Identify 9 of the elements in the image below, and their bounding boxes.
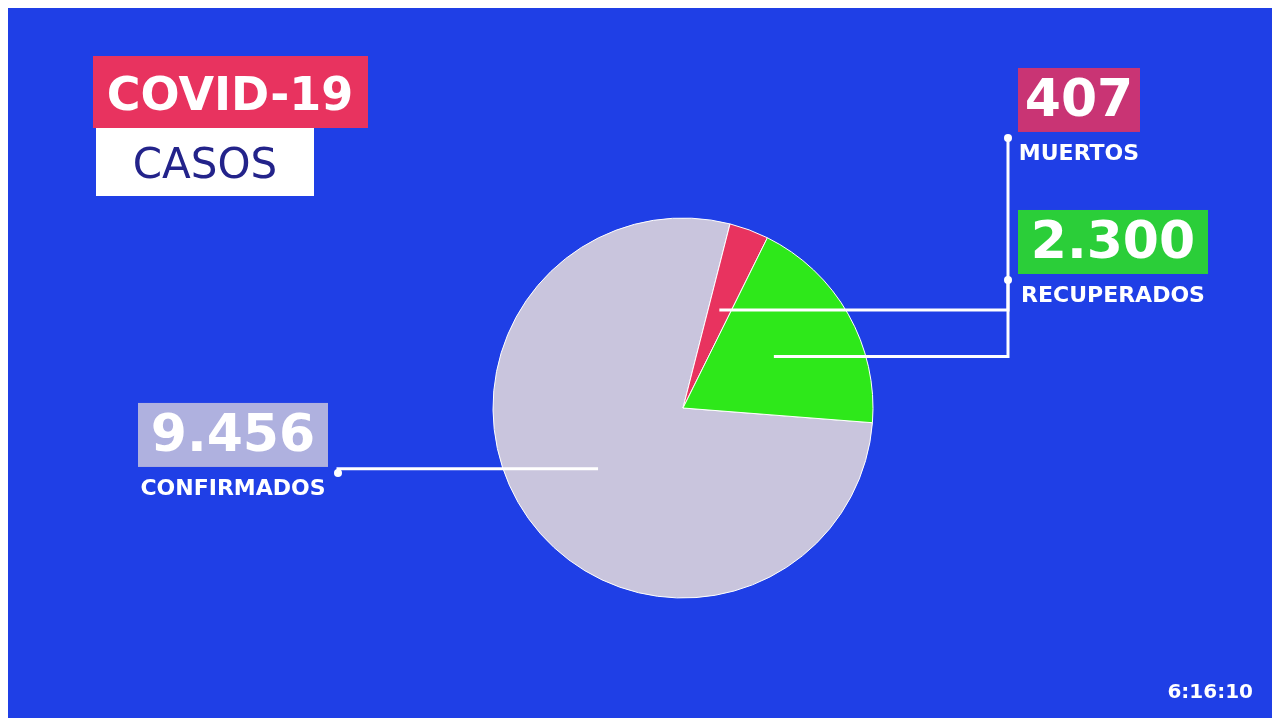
slice-label: MUERTOS (1018, 139, 1140, 165)
text: CASOS (132, 139, 278, 188)
text: 6:16:10 (1167, 679, 1253, 703)
chart-title: COVID-19 (106, 67, 354, 121)
slice-label: CONFIRMADOS (140, 474, 326, 500)
data-label: 9.456 (150, 402, 316, 463)
data-label: 407 (1024, 67, 1134, 128)
data-label: 2.300 (1030, 209, 1196, 270)
slice-label: RECUPERADOS (1021, 281, 1205, 307)
